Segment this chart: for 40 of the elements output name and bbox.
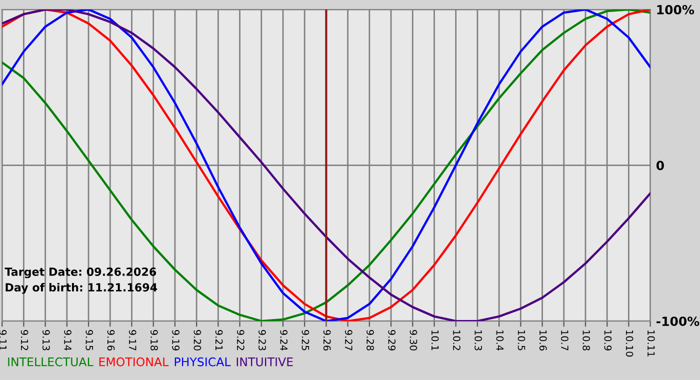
x-tick-label: 9.26 bbox=[323, 330, 331, 350]
x-tick-label: 9.12 bbox=[20, 330, 28, 350]
x-tick-label: 9.30 bbox=[410, 330, 418, 350]
x-tick-label: 9.28 bbox=[366, 330, 374, 350]
x-tick-label: 10.8 bbox=[582, 330, 590, 350]
x-tick-label: 10.3 bbox=[474, 330, 482, 350]
x-tick-label: 10.11 bbox=[647, 330, 655, 356]
x-tick-label: 9.15 bbox=[86, 330, 94, 350]
line-series bbox=[2, 10, 650, 322]
text: INTUITIVE bbox=[236, 358, 293, 366]
x-tick-label: 9.23 bbox=[258, 330, 266, 350]
x-tick-label: 9.19 bbox=[172, 330, 180, 350]
y-tick-label: 100% bbox=[657, 4, 694, 14]
x-tick-label: 9.17 bbox=[128, 330, 136, 350]
x-tick-label: 10.10 bbox=[626, 330, 634, 357]
x-tick-label: 10.7 bbox=[561, 330, 568, 350]
x-tick-label: 9.29 bbox=[388, 330, 396, 350]
x-tick-label: 9.20 bbox=[194, 330, 202, 350]
x-tick-label: 9.16 bbox=[107, 330, 115, 350]
text: INTELLECTUAL bbox=[8, 357, 94, 366]
x-tick-label: 10.9 bbox=[604, 330, 612, 350]
x-tick-label: 9.24 bbox=[280, 330, 288, 351]
x-tick-label: 9.14 bbox=[64, 330, 72, 351]
x-tick-label: 9.13 bbox=[42, 330, 50, 350]
x-tick-label: 9.21 bbox=[215, 330, 223, 350]
x-tick-label: 9.25 bbox=[302, 330, 310, 350]
x-tick-label: 10.2 bbox=[453, 330, 460, 350]
x-tick-label: 10.4 bbox=[496, 330, 504, 351]
text: PHYSICAL bbox=[174, 357, 231, 366]
y-tick-label: -100% bbox=[656, 316, 700, 326]
annotation: Target Date: 09.26.2026 bbox=[4, 268, 156, 278]
y-tick-label: 0 bbox=[656, 160, 664, 170]
x-tick-label: 10.5 bbox=[518, 330, 526, 350]
annotation: Day of birth: 11.21.1694 bbox=[6, 282, 158, 294]
x-tick-label: 9.22 bbox=[236, 330, 244, 350]
text: EMOTIONAL bbox=[99, 357, 169, 366]
x-tick-label: 9.18 bbox=[150, 330, 158, 350]
x-tick-label: 9.27 bbox=[344, 330, 352, 350]
x-tick-label: 10.1 bbox=[431, 330, 439, 350]
x-tick-label: 10.6 bbox=[539, 330, 547, 350]
